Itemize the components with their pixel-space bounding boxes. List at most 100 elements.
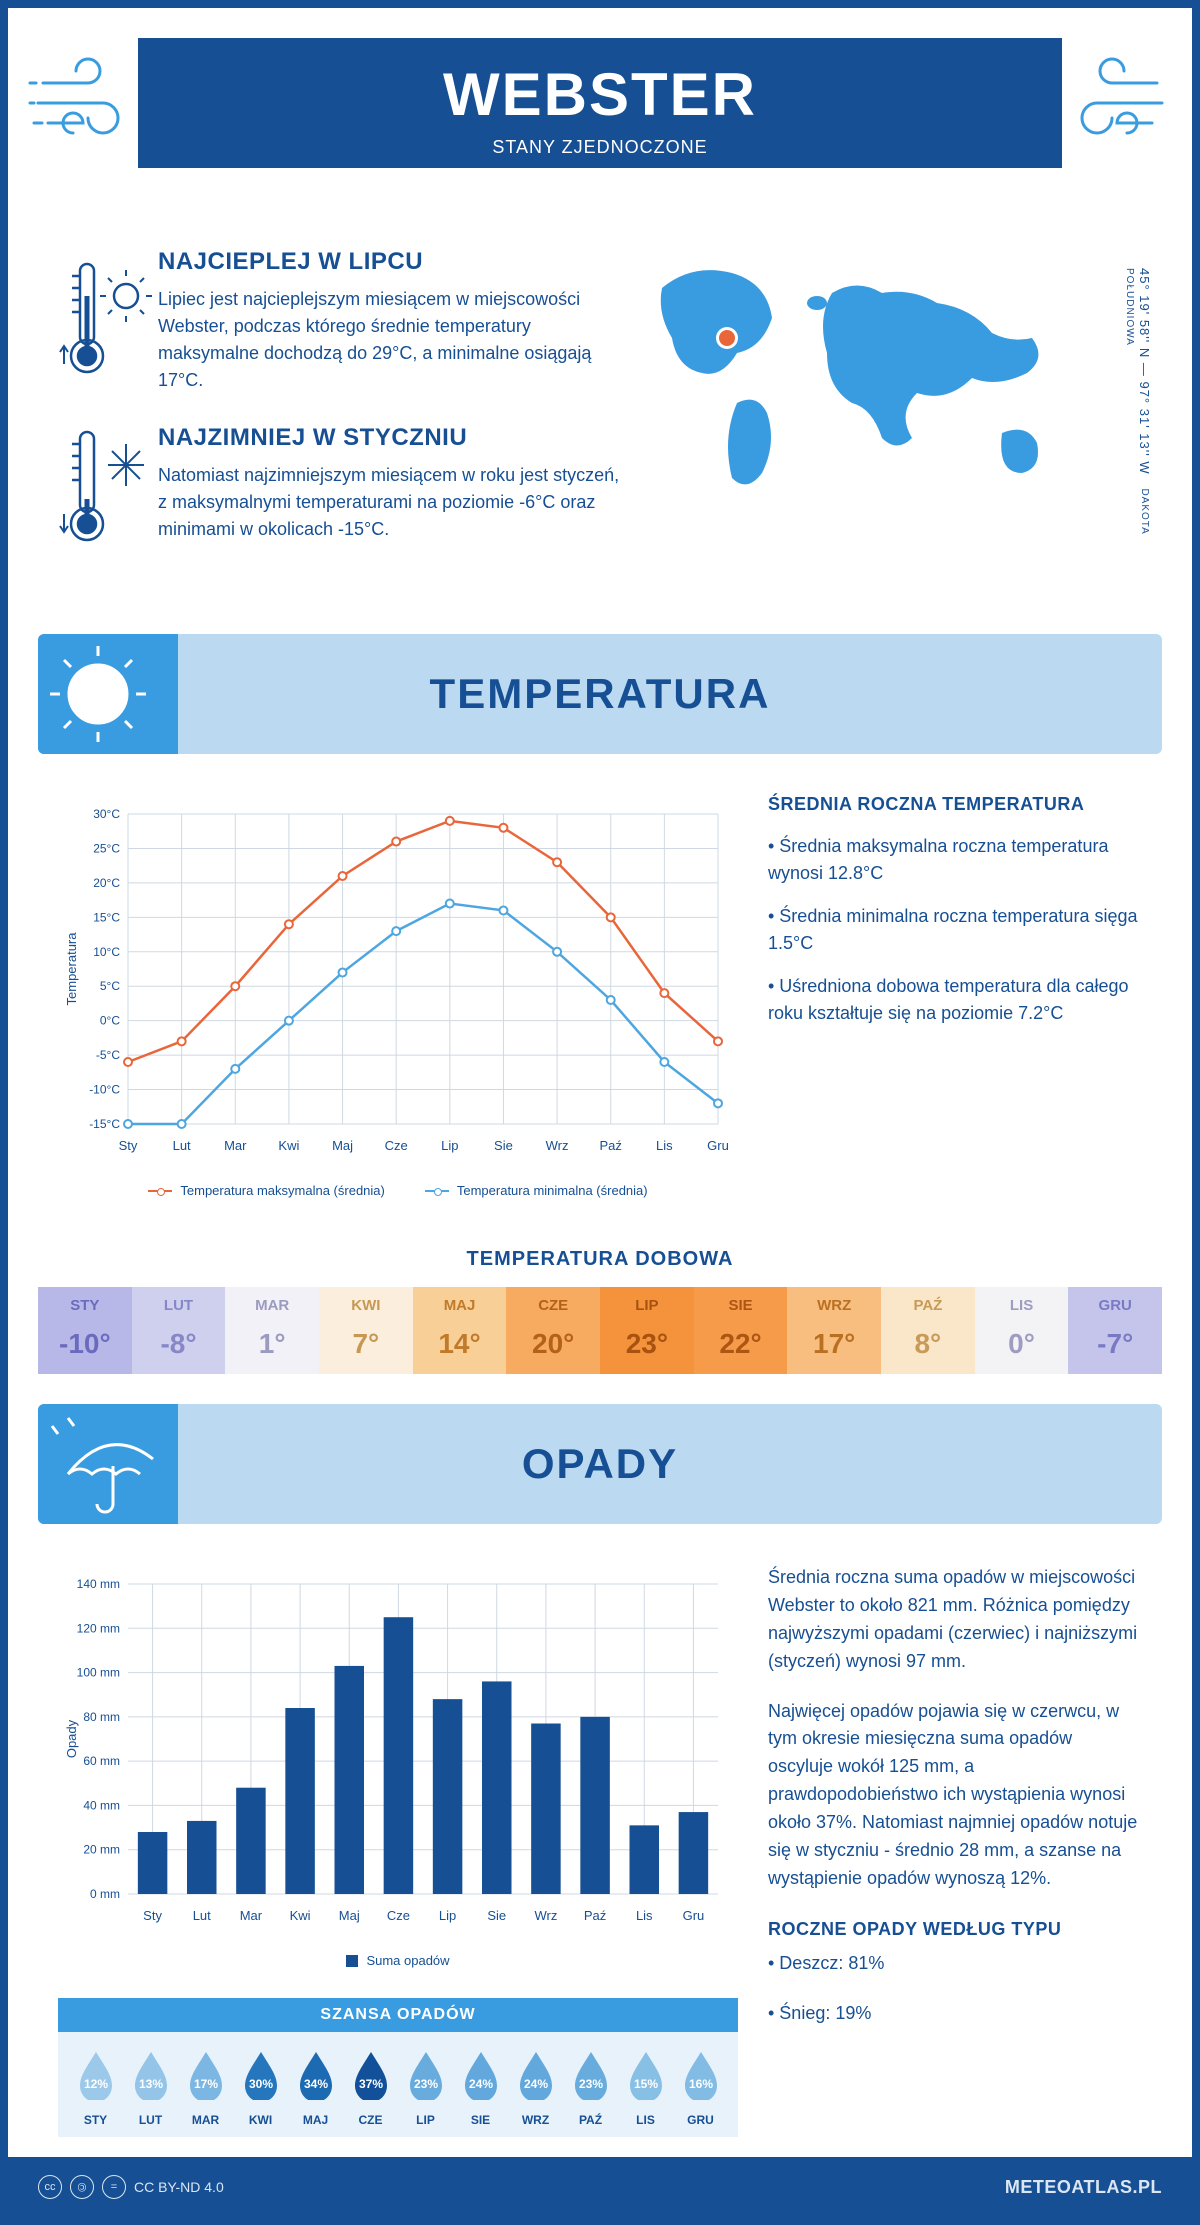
daily-cell: LUT-8° xyxy=(132,1287,226,1374)
svg-text:20°C: 20°C xyxy=(93,876,120,890)
license-text: CC BY-ND 4.0 xyxy=(134,2179,224,2195)
annual-temp-title: ŚREDNIA ROCZNA TEMPERATURA xyxy=(768,794,1142,815)
svg-text:Mar: Mar xyxy=(240,1908,263,1923)
svg-text:25°C: 25°C xyxy=(93,841,120,855)
temperature-banner: TEMPERATURA xyxy=(38,634,1162,754)
svg-text:Lut: Lut xyxy=(173,1138,191,1153)
thermometer-hot-icon xyxy=(58,248,158,394)
precip-type-title: ROCZNE OPADY WEDŁUG TYPU xyxy=(768,1919,1142,1940)
svg-text:60 mm: 60 mm xyxy=(83,1754,120,1768)
daily-cell: WRZ17° xyxy=(787,1287,881,1374)
temperature-summary: ŚREDNIA ROCZNA TEMPERATURA • Średnia mak… xyxy=(738,794,1142,1198)
country-subtitle: STANY ZJEDNOCZONE xyxy=(138,137,1062,158)
infographic-page: WEBSTER STANY ZJEDNOCZONE NAJCIEPLEJ W L… xyxy=(0,0,1200,2225)
svg-text:40 mm: 40 mm xyxy=(83,1798,120,1812)
precipitation-title: OPADY xyxy=(38,1440,1162,1488)
svg-text:Wrz: Wrz xyxy=(546,1138,569,1153)
svg-text:Gru: Gru xyxy=(707,1138,729,1153)
svg-text:Sty: Sty xyxy=(119,1138,138,1153)
hottest-text: Lipiec jest najcieplejszym miesiącem w m… xyxy=(158,286,622,394)
svg-text:Maj: Maj xyxy=(339,1908,360,1923)
svg-text:Gru: Gru xyxy=(683,1908,705,1923)
svg-text:30°C: 30°C xyxy=(93,807,120,821)
umbrella-icon xyxy=(38,1404,178,1524)
precipitation-summary: Średnia roczna suma opadów w miejscowośc… xyxy=(738,1564,1142,2137)
svg-text:Paź: Paź xyxy=(600,1138,622,1153)
daily-cell: LIP23° xyxy=(600,1287,694,1374)
chance-cell: 37% CZE xyxy=(351,2048,391,2127)
svg-text:Lis: Lis xyxy=(656,1138,673,1153)
chance-cell: 12% STY xyxy=(76,2048,116,2127)
svg-text:Lip: Lip xyxy=(441,1138,458,1153)
hottest-title: NAJCIEPLEJ W LIPCU xyxy=(158,248,622,276)
thermometer-cold-icon xyxy=(58,424,158,554)
svg-text:24%: 24% xyxy=(523,2077,547,2091)
svg-text:Cze: Cze xyxy=(387,1908,410,1923)
svg-text:23%: 23% xyxy=(578,2077,602,2091)
daily-cell: STY-10° xyxy=(38,1287,132,1374)
precip-para: Średnia roczna suma opadów w miejscowośc… xyxy=(768,1564,1142,1676)
wind-icon xyxy=(1052,48,1172,158)
nd-icon: = xyxy=(102,2175,126,2199)
svg-text:Cze: Cze xyxy=(385,1138,408,1153)
svg-text:140 mm: 140 mm xyxy=(77,1577,120,1591)
svg-text:20 mm: 20 mm xyxy=(83,1843,120,1857)
precip-type-item: • Śnieg: 19% xyxy=(768,2000,1142,2028)
chance-cell: 23% LIP xyxy=(406,2048,446,2127)
city-title: WEBSTER xyxy=(138,38,1062,129)
daily-cell: KWI7° xyxy=(319,1287,413,1374)
legend-max: .legend-item:nth-child(1) .legend-swatch… xyxy=(148,1183,384,1198)
daily-cell: GRU-7° xyxy=(1068,1287,1162,1374)
svg-text:-15°C: -15°C xyxy=(89,1117,120,1131)
by-icon: 🄯 xyxy=(70,2175,94,2199)
svg-text:Lis: Lis xyxy=(636,1908,653,1923)
chance-title: SZANSA OPADÓW xyxy=(58,1998,738,2032)
svg-text:100 mm: 100 mm xyxy=(77,1666,120,1680)
chance-cell: 24% WRZ xyxy=(516,2048,556,2127)
precipitation-banner: OPADY xyxy=(38,1404,1162,1524)
chance-cell: 16% GRU xyxy=(681,2048,721,2127)
coldest-block: NAJZIMNIEJ W STYCZNIU Natomiast najzimni… xyxy=(58,424,622,554)
daily-cell: CZE20° xyxy=(506,1287,600,1374)
annual-temp-bullet: • Średnia minimalna roczna temperatura s… xyxy=(768,903,1142,957)
chance-cell: 23% PAŹ xyxy=(571,2048,611,2127)
svg-text:0°C: 0°C xyxy=(100,1014,120,1028)
svg-text:34%: 34% xyxy=(303,2077,327,2091)
svg-text:Kwi: Kwi xyxy=(278,1138,299,1153)
svg-text:30%: 30% xyxy=(248,2077,272,2091)
svg-text:Wrz: Wrz xyxy=(534,1908,557,1923)
daily-cell: SIE22° xyxy=(694,1287,788,1374)
svg-text:Opady: Opady xyxy=(64,1719,79,1758)
daily-cell: MAJ14° xyxy=(413,1287,507,1374)
svg-text:120 mm: 120 mm xyxy=(77,1621,120,1635)
svg-text:0 mm: 0 mm xyxy=(90,1887,120,1901)
svg-text:Lip: Lip xyxy=(439,1908,456,1923)
header: WEBSTER STANY ZJEDNOCZONE xyxy=(8,8,1192,228)
world-map-icon xyxy=(622,248,1082,508)
footer: cc 🄯 = CC BY-ND 4.0 METEOATLAS.PL xyxy=(8,2157,1192,2217)
chance-cell: 24% SIE xyxy=(461,2048,501,2127)
map-block: 45° 19' 58'' N — 97° 31' 13'' W DAKOTA P… xyxy=(622,248,1142,584)
hottest-block: NAJCIEPLEJ W LIPCU Lipiec jest najcieple… xyxy=(58,248,622,394)
svg-text:Lut: Lut xyxy=(193,1908,211,1923)
svg-text:Sie: Sie xyxy=(494,1138,513,1153)
chance-cell: 13% LUT xyxy=(131,2048,171,2127)
daily-temp-title: TEMPERATURA DOBOWA xyxy=(8,1248,1192,1271)
svg-text:13%: 13% xyxy=(138,2077,162,2091)
daily-temp-strip: STY-10°LUT-8°MAR1°KWI7°MAJ14°CZE20°LIP23… xyxy=(38,1287,1162,1374)
svg-text:15%: 15% xyxy=(633,2077,657,2091)
svg-text:5°C: 5°C xyxy=(100,979,120,993)
legend-precip: Suma opadów xyxy=(346,1953,449,1968)
svg-text:10°C: 10°C xyxy=(93,945,120,959)
svg-text:-10°C: -10°C xyxy=(89,1083,120,1097)
precipitation-bar-chart: 0 mm20 mm40 mm60 mm80 mm100 mm120 mm140 … xyxy=(58,1564,738,2137)
temperature-line-chart: -15°C-10°C-5°C0°C5°C10°C15°C20°C25°C30°C… xyxy=(58,794,738,1198)
svg-text:Kwi: Kwi xyxy=(290,1908,311,1923)
coldest-title: NAJZIMNIEJ W STYCZNIU xyxy=(158,424,622,452)
precip-type-item: • Deszcz: 81% xyxy=(768,1950,1142,1978)
svg-text:17%: 17% xyxy=(193,2077,217,2091)
annual-temp-bullet: • Uśredniona dobowa temperatura dla całe… xyxy=(768,973,1142,1027)
svg-text:-5°C: -5°C xyxy=(96,1048,120,1062)
daily-cell: LIS0° xyxy=(975,1287,1069,1374)
chance-cell: 15% LIS xyxy=(626,2048,666,2127)
